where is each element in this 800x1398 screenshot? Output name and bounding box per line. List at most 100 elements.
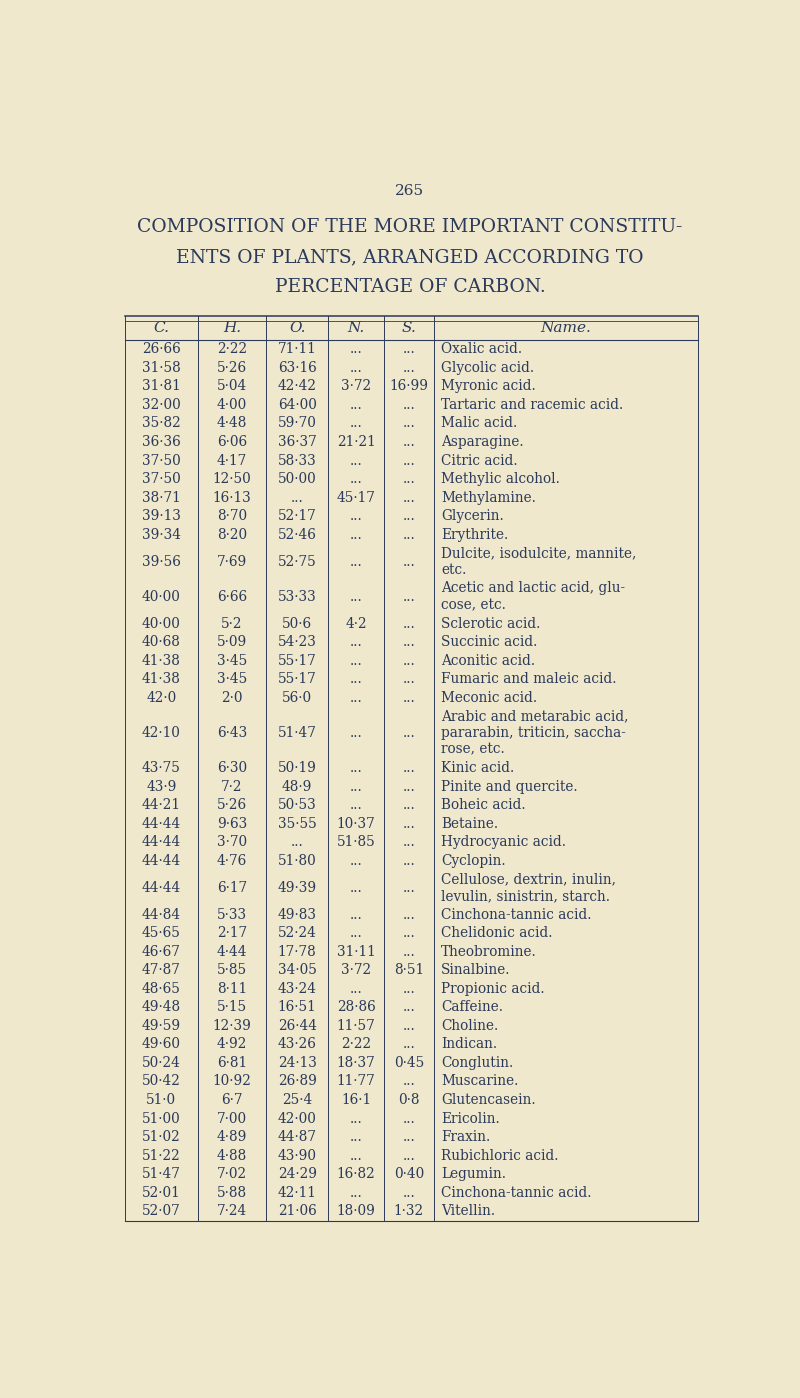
Text: 56·0: 56·0 [282, 691, 312, 705]
Text: ENTS OF PLANTS, ARRANGED ACCORDING TO: ENTS OF PLANTS, ARRANGED ACCORDING TO [176, 247, 644, 266]
Text: 44·44: 44·44 [142, 881, 181, 895]
Text: 44·44: 44·44 [142, 854, 181, 868]
Text: 44·44: 44·44 [142, 816, 181, 830]
Text: 52·75: 52·75 [278, 555, 317, 569]
Text: 45·65: 45·65 [142, 925, 181, 939]
Text: 58·33: 58·33 [278, 453, 317, 467]
Text: 44·84: 44·84 [142, 907, 181, 921]
Text: 51·02: 51·02 [142, 1130, 181, 1144]
Text: 4·88: 4·88 [217, 1149, 247, 1163]
Text: 48·65: 48·65 [142, 981, 181, 995]
Text: 42·00: 42·00 [278, 1111, 317, 1125]
Text: 8·11: 8·11 [217, 981, 247, 995]
Text: H.: H. [223, 322, 241, 336]
Text: Methylic alcohol.: Methylic alcohol. [441, 473, 560, 487]
Text: ...: ... [402, 491, 415, 505]
Text: Rubichloric acid.: Rubichloric acid. [441, 1149, 558, 1163]
Text: 1·32: 1·32 [394, 1204, 424, 1218]
Text: ...: ... [350, 1130, 362, 1144]
Text: 8·51: 8·51 [394, 963, 424, 977]
Text: ...: ... [402, 654, 415, 668]
Text: Cyclopin.: Cyclopin. [441, 854, 506, 868]
Text: Sclerotic acid.: Sclerotic acid. [441, 617, 540, 630]
Text: 5·09: 5·09 [217, 635, 247, 649]
Text: 5·33: 5·33 [217, 907, 247, 921]
Text: ...: ... [350, 509, 362, 523]
Text: 26·44: 26·44 [278, 1019, 317, 1033]
Text: ...: ... [350, 881, 362, 895]
Text: 42·42: 42·42 [278, 379, 317, 393]
Text: ...: ... [290, 835, 303, 849]
Text: 71·11: 71·11 [278, 343, 317, 356]
Text: ...: ... [402, 907, 415, 921]
Text: ...: ... [350, 343, 362, 356]
Text: 50·53: 50·53 [278, 798, 317, 812]
Text: Aconitic acid.: Aconitic acid. [441, 654, 535, 668]
Text: 9·63: 9·63 [217, 816, 247, 830]
Text: ...: ... [350, 907, 362, 921]
Text: Ericolin.: Ericolin. [441, 1111, 500, 1125]
Text: 49·59: 49·59 [142, 1019, 181, 1033]
Text: Malic acid.: Malic acid. [441, 417, 518, 431]
Text: ...: ... [402, 473, 415, 487]
Text: 32·00: 32·00 [142, 398, 181, 412]
Text: Arabic and metarabic acid,: Arabic and metarabic acid, [441, 709, 629, 723]
Text: ...: ... [350, 726, 362, 740]
Text: 52·24: 52·24 [278, 925, 317, 939]
Text: Choline.: Choline. [441, 1019, 498, 1033]
Text: 49·39: 49·39 [278, 881, 317, 895]
Text: 51·00: 51·00 [142, 1111, 181, 1125]
Text: ...: ... [402, 981, 415, 995]
Text: 4·00: 4·00 [217, 398, 247, 412]
Text: 5·15: 5·15 [217, 1000, 247, 1015]
Text: 41·38: 41·38 [142, 672, 181, 686]
Text: ...: ... [402, 1019, 415, 1033]
Text: Fumaric and maleic acid.: Fumaric and maleic acid. [441, 672, 617, 686]
Text: 38·71: 38·71 [142, 491, 181, 505]
Text: 26·66: 26·66 [142, 343, 181, 356]
Text: 44·87: 44·87 [278, 1130, 317, 1144]
Text: ...: ... [402, 672, 415, 686]
Text: 11·77: 11·77 [337, 1075, 375, 1089]
Text: ...: ... [402, 925, 415, 939]
Text: 43·9: 43·9 [146, 780, 177, 794]
Text: ...: ... [350, 1186, 362, 1199]
Text: 5·88: 5·88 [217, 1186, 247, 1199]
Text: 6·43: 6·43 [217, 726, 247, 740]
Text: Pinite and quercite.: Pinite and quercite. [441, 780, 578, 794]
Text: 0·40: 0·40 [394, 1167, 424, 1181]
Text: 16·1: 16·1 [341, 1093, 371, 1107]
Text: 49·83: 49·83 [278, 907, 317, 921]
Text: 48·9: 48·9 [282, 780, 312, 794]
Text: 43·90: 43·90 [278, 1149, 317, 1163]
Text: ...: ... [402, 417, 415, 431]
Text: 4·92: 4·92 [217, 1037, 247, 1051]
Text: 51·80: 51·80 [278, 854, 317, 868]
Text: Theobromine.: Theobromine. [441, 945, 537, 959]
Text: 40·00: 40·00 [142, 590, 181, 604]
Text: 16·13: 16·13 [213, 491, 251, 505]
Text: 40·00: 40·00 [142, 617, 181, 630]
Text: ...: ... [402, 780, 415, 794]
Text: Chelidonic acid.: Chelidonic acid. [441, 925, 553, 939]
Text: 40·68: 40·68 [142, 635, 181, 649]
Text: 45·17: 45·17 [337, 491, 375, 505]
Text: 51·85: 51·85 [337, 835, 375, 849]
Text: ...: ... [402, 617, 415, 630]
Text: ...: ... [402, 555, 415, 569]
Text: 16·51: 16·51 [278, 1000, 317, 1015]
Text: ...: ... [350, 555, 362, 569]
Text: 3·45: 3·45 [217, 654, 247, 668]
Text: 42·0: 42·0 [146, 691, 177, 705]
Text: 28·86: 28·86 [337, 1000, 375, 1015]
Text: Succinic acid.: Succinic acid. [441, 635, 538, 649]
Text: 2·22: 2·22 [217, 343, 247, 356]
Text: Betaine.: Betaine. [441, 816, 498, 830]
Text: 7·2: 7·2 [222, 780, 243, 794]
Text: Dulcite, isodulcite, mannite,: Dulcite, isodulcite, mannite, [441, 547, 636, 561]
Text: Glycerin.: Glycerin. [441, 509, 504, 523]
Text: Sinalbine.: Sinalbine. [441, 963, 510, 977]
Text: 51·0: 51·0 [146, 1093, 177, 1107]
Text: 36·36: 36·36 [142, 435, 181, 449]
Text: PERCENTAGE OF CARBON.: PERCENTAGE OF CARBON. [274, 278, 546, 296]
